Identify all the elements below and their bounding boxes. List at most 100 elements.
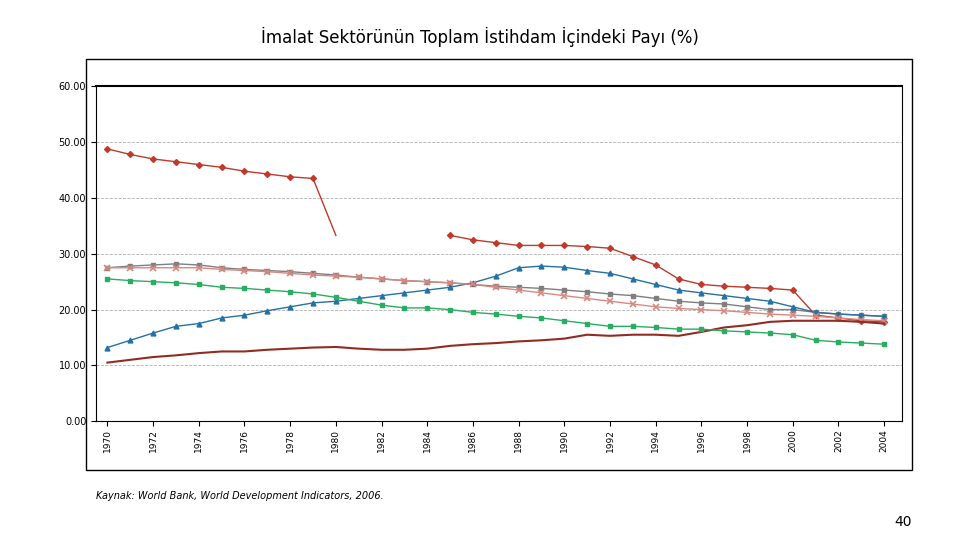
Kore	[444, 284, 456, 291]
Line: Japonya: Japonya	[105, 261, 886, 319]
Line: Türkiye: Türkiye	[108, 321, 884, 363]
Kore	[147, 330, 158, 336]
Kore	[193, 320, 204, 327]
Kore	[513, 265, 524, 271]
Kore	[284, 303, 296, 310]
Japonya	[261, 267, 273, 274]
İspanya	[490, 284, 501, 291]
İspanya	[741, 309, 753, 315]
Japonya	[239, 266, 251, 273]
Japonya	[284, 268, 296, 275]
Line: Almanya: Almanya	[106, 147, 315, 180]
Kore	[375, 293, 387, 299]
Türkiye	[375, 347, 387, 353]
Kore	[536, 263, 547, 269]
Türkiye	[764, 319, 776, 325]
ABD	[787, 332, 799, 338]
Japonya	[421, 279, 433, 285]
Türkiye	[239, 348, 251, 355]
Türkiye	[696, 329, 708, 335]
ABD	[239, 285, 251, 292]
Türkiye	[604, 333, 615, 339]
İspanya	[787, 312, 799, 319]
Türkiye	[307, 345, 319, 351]
Türkiye	[193, 350, 204, 356]
Kore	[102, 345, 113, 351]
ABD	[832, 339, 844, 345]
ABD	[559, 318, 570, 324]
İspanya	[353, 274, 365, 280]
Japonya	[832, 311, 844, 318]
Japonya	[330, 272, 342, 278]
Japonya	[468, 281, 479, 288]
ABD	[147, 279, 158, 285]
İspanya	[832, 315, 844, 321]
Japonya	[536, 285, 547, 292]
Kore	[650, 281, 661, 288]
ABD	[125, 278, 136, 284]
Kore	[170, 323, 181, 329]
Türkiye	[468, 341, 479, 347]
ABD	[375, 302, 387, 308]
Kore	[490, 273, 501, 279]
ABD	[421, 305, 433, 311]
ABD	[582, 320, 593, 327]
İspanya	[513, 287, 524, 293]
İspanya	[673, 305, 684, 312]
Kore	[261, 307, 273, 314]
ABD	[650, 324, 661, 330]
İspanya	[421, 279, 433, 285]
Line: ABD: ABD	[105, 276, 886, 347]
Türkiye	[559, 335, 570, 342]
Text: İmalat Sektörünün Toplam İstihdam İçindeki Payı (%): İmalat Sektörünün Toplam İstihdam İçinde…	[261, 27, 699, 47]
Japonya	[627, 293, 638, 299]
Türkiye	[261, 347, 273, 353]
Türkiye	[284, 346, 296, 352]
Türkiye	[513, 338, 524, 345]
Kore	[604, 270, 615, 276]
İspanya	[559, 293, 570, 299]
Japonya	[170, 261, 181, 267]
İspanya	[170, 265, 181, 271]
Kore	[741, 295, 753, 302]
Japonya	[353, 274, 365, 280]
Türkiye	[353, 346, 365, 352]
Line: İspanya: İspanya	[105, 265, 887, 323]
ABD	[216, 284, 228, 291]
İspanya	[147, 265, 158, 271]
Almanya	[193, 161, 204, 168]
İspanya	[125, 265, 136, 271]
Japonya	[147, 262, 158, 268]
ABD	[764, 330, 776, 336]
ABD	[468, 309, 479, 315]
Japonya	[878, 313, 890, 320]
ABD	[170, 280, 181, 286]
Kore	[468, 280, 479, 286]
Türkiye	[536, 337, 547, 343]
Türkiye	[627, 332, 638, 338]
ABD	[513, 313, 524, 320]
Japonya	[787, 306, 799, 313]
Kore	[125, 337, 136, 343]
İspanya	[102, 265, 113, 271]
ABD	[102, 275, 113, 282]
Japonya	[444, 280, 456, 286]
İspanya	[582, 295, 593, 302]
ABD	[673, 326, 684, 332]
İspanya	[444, 280, 456, 286]
Almanya	[284, 173, 296, 180]
Kore	[307, 300, 319, 306]
Türkiye	[170, 352, 181, 359]
İspanya	[878, 318, 890, 324]
ABD	[330, 294, 342, 301]
Japonya	[216, 265, 228, 271]
Türkiye	[125, 356, 136, 363]
Kore	[421, 287, 433, 293]
Japonya	[193, 262, 204, 268]
Almanya	[125, 151, 136, 158]
Kore	[810, 309, 822, 315]
İspanya	[536, 289, 547, 296]
ABD	[261, 287, 273, 293]
İspanya	[650, 303, 661, 310]
İspanya	[193, 265, 204, 271]
